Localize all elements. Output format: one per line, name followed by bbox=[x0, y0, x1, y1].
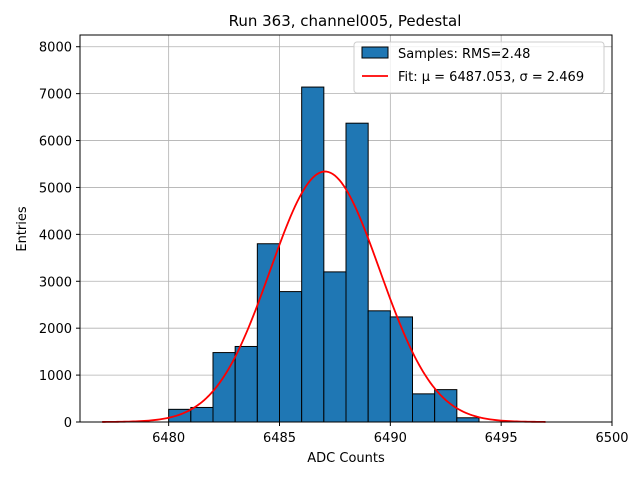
y-tick-label: 1000 bbox=[39, 369, 72, 384]
legend-frame bbox=[353, 41, 605, 94]
histogram-bar bbox=[301, 86, 325, 423]
chart-title: Run 363, channel005, Pedestal bbox=[229, 12, 462, 30]
x-tick-label: 6480 bbox=[152, 431, 185, 446]
histogram-bar bbox=[234, 345, 258, 423]
y-tick-label: 3000 bbox=[39, 275, 72, 290]
x-axis-label: ADC Counts bbox=[307, 451, 385, 466]
histogram-bar bbox=[412, 393, 436, 423]
y-tick-label: 7000 bbox=[39, 88, 72, 103]
legend-label-samples: Samples: RMS=2.48 bbox=[398, 47, 530, 62]
y-tick-label: 5000 bbox=[39, 181, 72, 196]
histogram-bar bbox=[256, 243, 281, 423]
y-tick-label: 2000 bbox=[39, 322, 72, 337]
histogram-bar bbox=[323, 271, 347, 423]
histogram-bar bbox=[279, 291, 303, 423]
histogram-bar bbox=[367, 310, 391, 423]
x-tick-label: 6500 bbox=[595, 431, 628, 446]
legend-patch-samples bbox=[361, 46, 389, 59]
axis-ticks: 6480 6485 6490 6495 6500 0 1000 2000 3000 4000 500… bbox=[39, 41, 629, 446]
plot-frame bbox=[79, 34, 613, 423]
y-tick-label: 4000 bbox=[39, 228, 72, 243]
x-tick-label: 6485 bbox=[263, 431, 296, 446]
x-tick-label: 6490 bbox=[374, 431, 407, 446]
fit-curve-group bbox=[102, 170, 546, 423]
y-tick-label: 6000 bbox=[39, 135, 72, 150]
y-axis-label: Entries bbox=[15, 206, 30, 252]
legend-label-fit: Fit: μ = 6487.053, σ = 2.469 bbox=[398, 70, 584, 85]
histogram-bar bbox=[389, 316, 414, 423]
histogram-bar bbox=[456, 417, 480, 423]
y-tick-label: 8000 bbox=[39, 41, 72, 56]
gaussian-fit-curve bbox=[102, 170, 546, 423]
y-tick-label: 0 bbox=[64, 416, 72, 431]
x-tick-label: 6495 bbox=[485, 431, 518, 446]
histogram-bar bbox=[345, 122, 369, 423]
histogram-bars bbox=[168, 86, 480, 423]
histogram-bar bbox=[190, 406, 214, 423]
legend: Samples: RMS=2.48 Fit: μ = 6487.053, σ =… bbox=[353, 41, 605, 94]
